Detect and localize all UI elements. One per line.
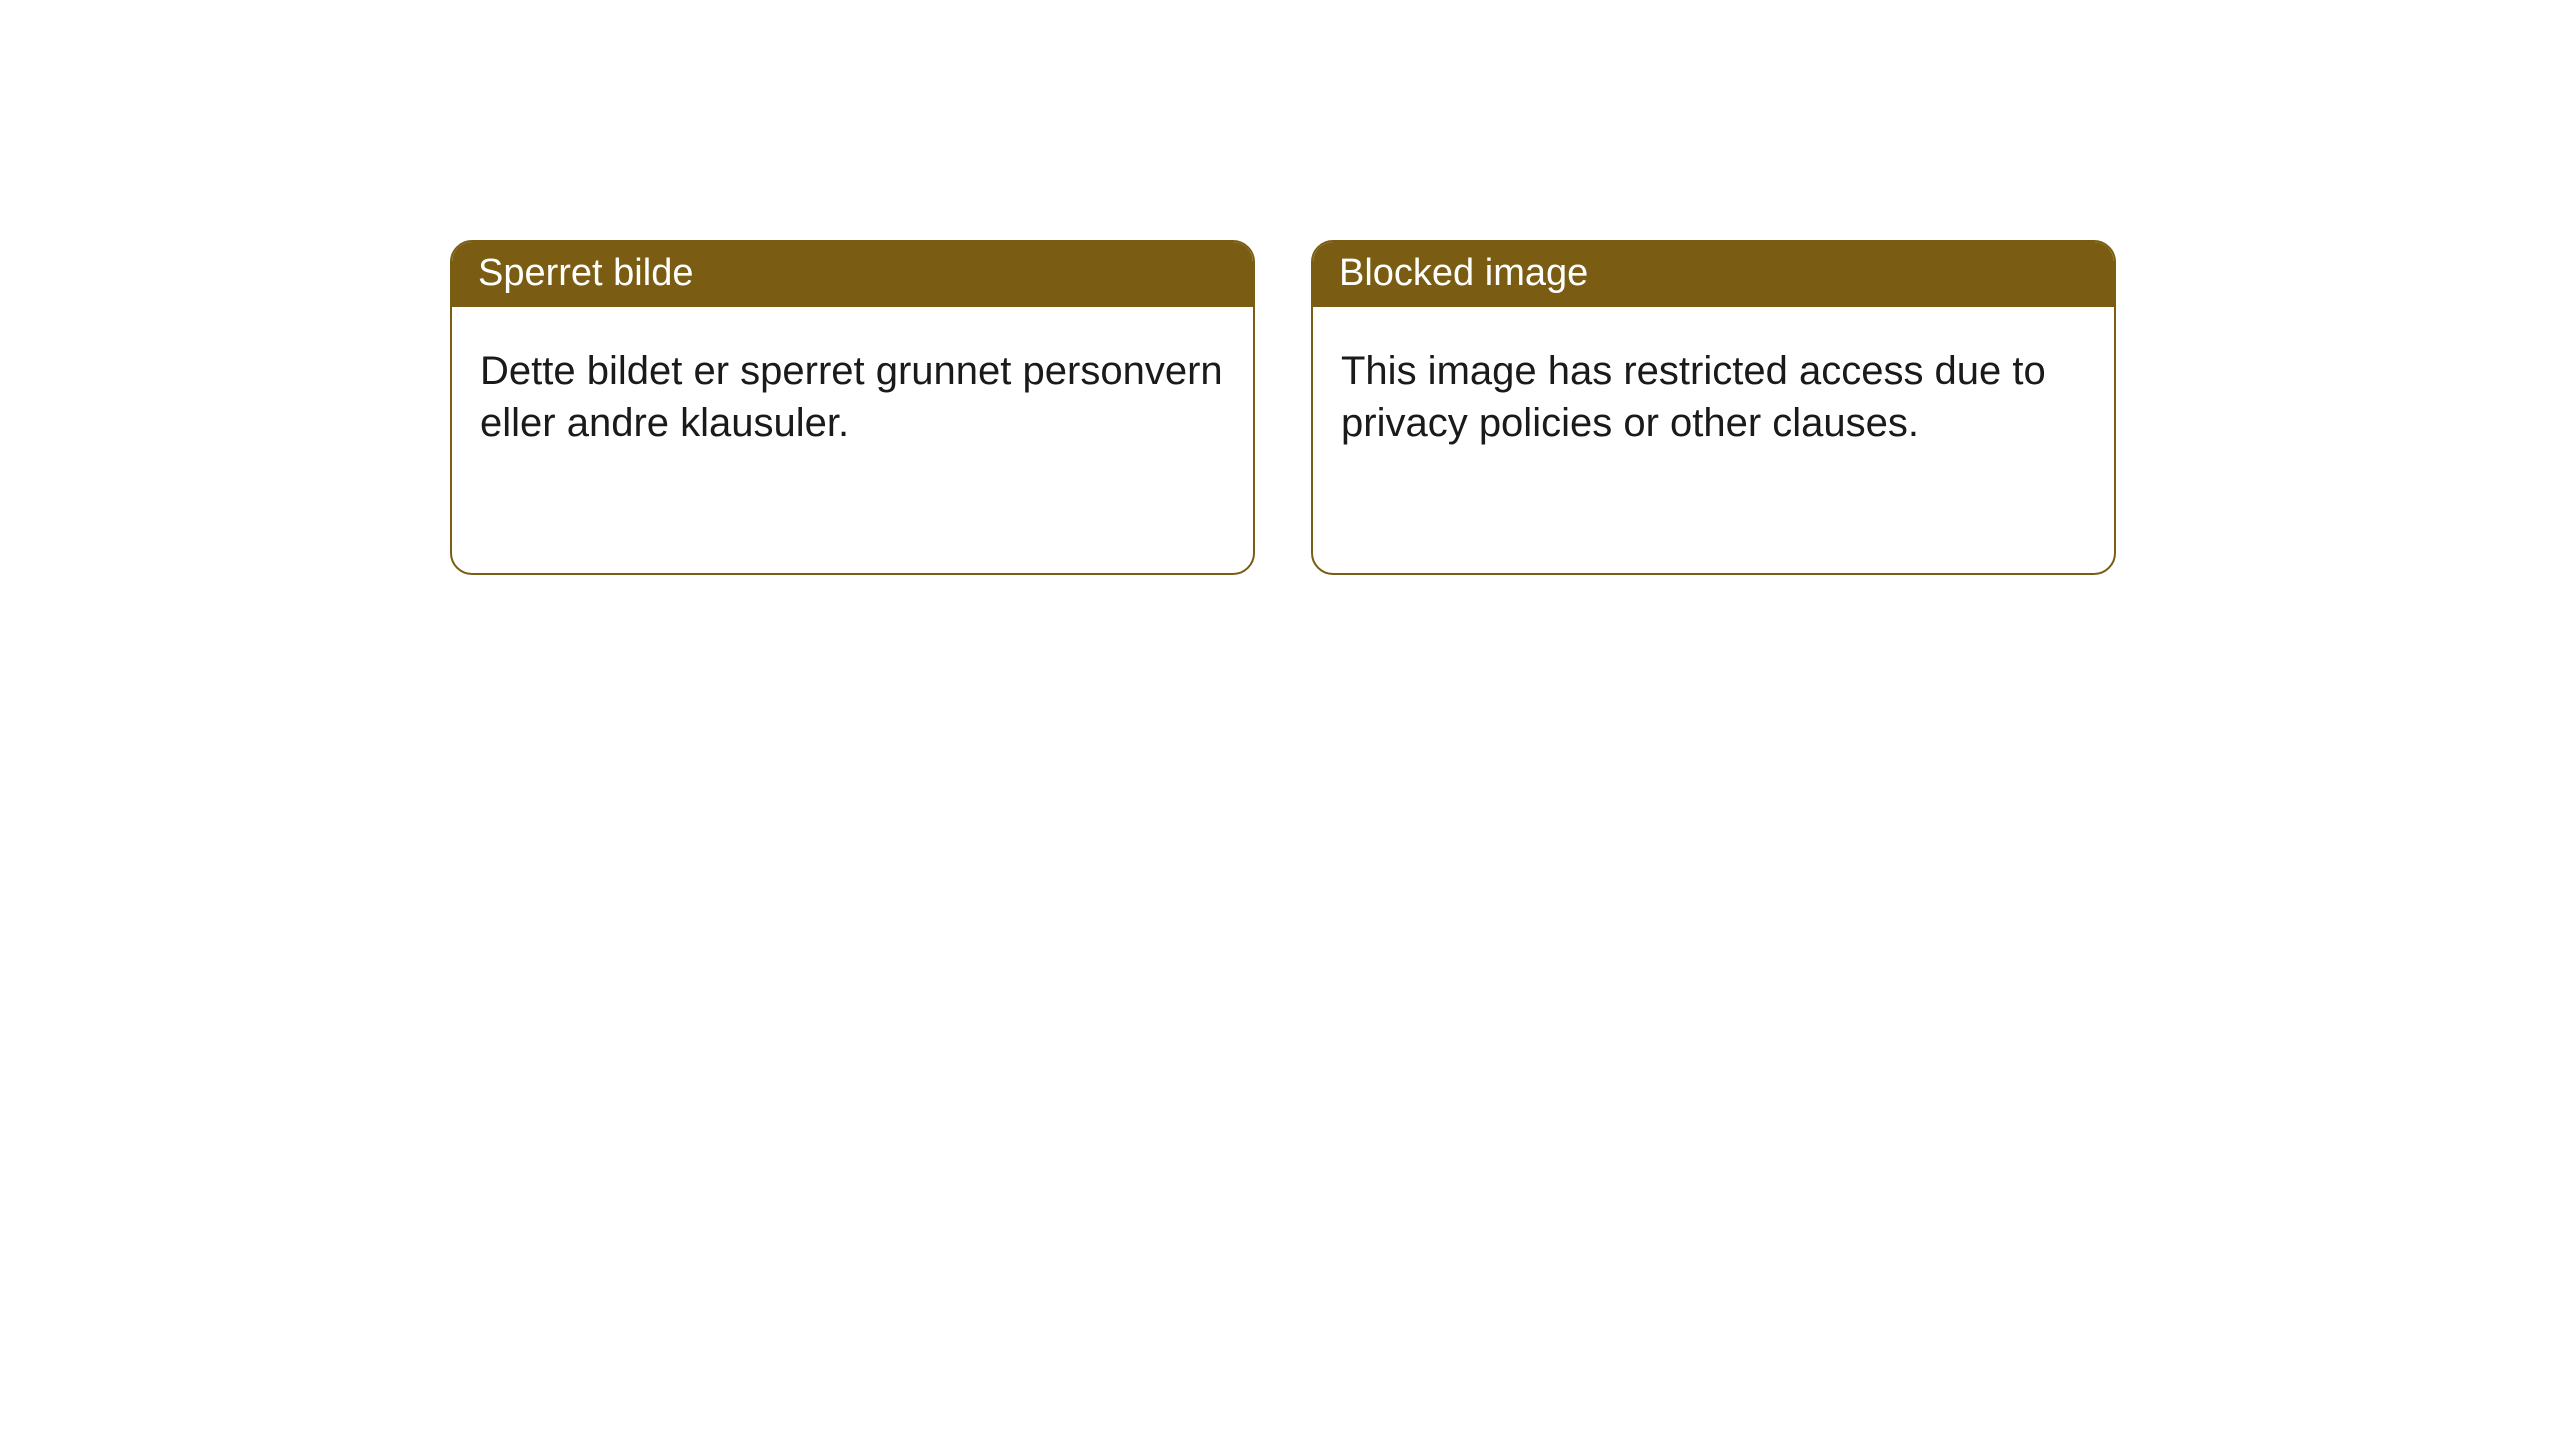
notice-card-no: Sperret bilde Dette bildet er sperret gr… <box>450 240 1255 575</box>
card-title: Sperret bilde <box>478 252 693 294</box>
notice-container: Sperret bilde Dette bildet er sperret gr… <box>0 0 2560 575</box>
card-body-text: Dette bildet er sperret grunnet personve… <box>480 349 1223 445</box>
notice-card-en: Blocked image This image has restricted … <box>1311 240 2116 575</box>
card-header: Blocked image <box>1313 242 2114 307</box>
card-header: Sperret bilde <box>452 242 1253 307</box>
card-body: This image has restricted access due to … <box>1313 307 2114 487</box>
card-body: Dette bildet er sperret grunnet personve… <box>452 307 1253 487</box>
card-title: Blocked image <box>1339 252 1588 294</box>
card-body-text: This image has restricted access due to … <box>1341 349 2046 445</box>
